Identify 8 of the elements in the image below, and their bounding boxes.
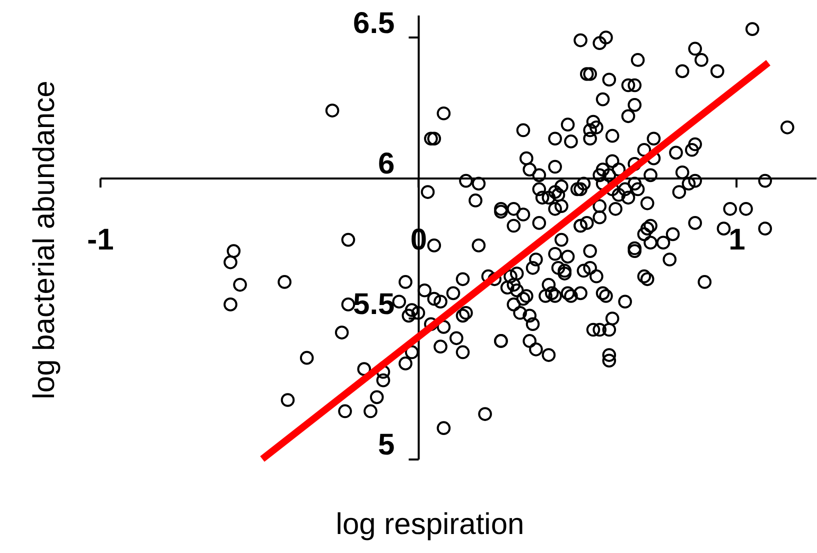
y-axis-title: log bacterial abundance [28, 80, 61, 400]
x-axis-title: log respiration [336, 508, 524, 541]
x-tick-label: -1 [87, 223, 114, 256]
y-tick-label: 6 [378, 147, 395, 180]
y-tick-label: 5.5 [353, 288, 395, 321]
y-tick-label: 5 [378, 428, 395, 462]
x-tick-label: 1 [728, 223, 746, 256]
y-tick-label: 6.5 [353, 6, 395, 40]
